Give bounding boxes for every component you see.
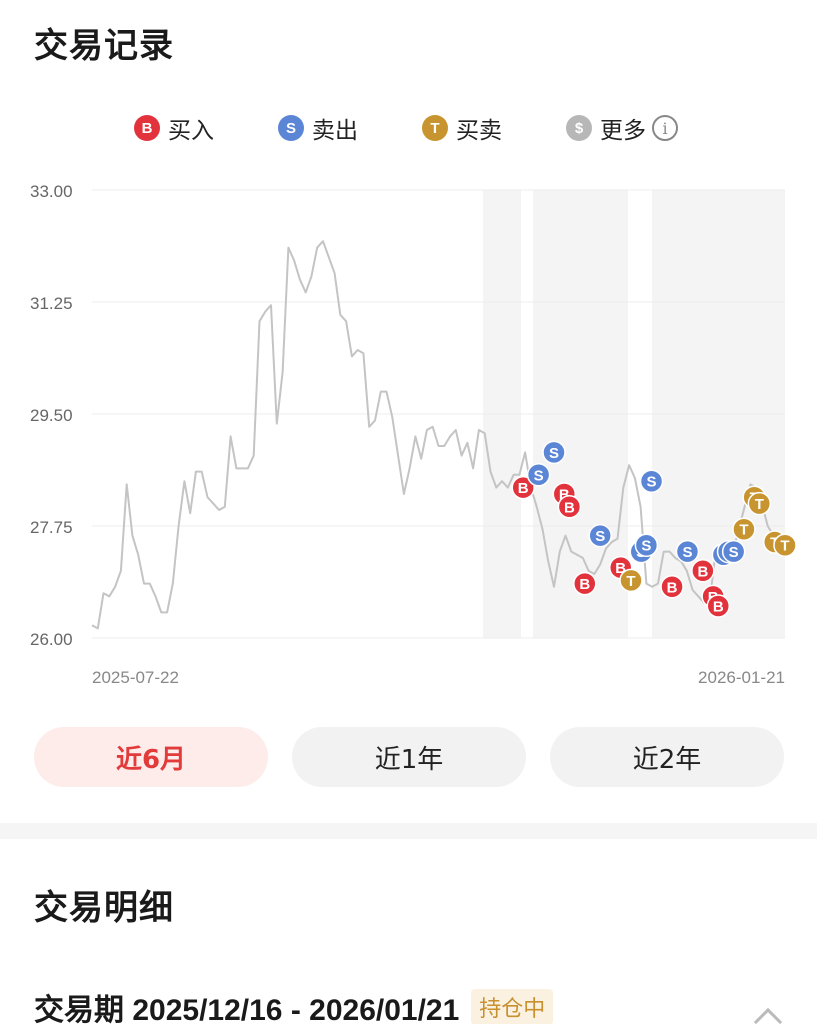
legend-label: 买入 xyxy=(168,118,214,144)
sell-marker-icon: S xyxy=(278,115,304,141)
sell-marker-label: S xyxy=(729,544,739,561)
price-series-line xyxy=(91,240,785,630)
trade-period-row[interactable]: 交易期 2025/12/16 - 2026/01/21 持仓中 xyxy=(34,985,554,1024)
buy-marker-label: B xyxy=(518,480,529,497)
y-tick-label: 31.25 xyxy=(30,294,73,313)
trade-marker xyxy=(773,533,797,557)
status-badge: 持仓中 xyxy=(471,989,554,1024)
buy-marker xyxy=(557,495,582,519)
tab-6-months[interactable]: 近6月 xyxy=(34,727,268,787)
legend-item-trade[interactable]: T 买卖 xyxy=(422,112,502,144)
legend-label: 买卖 xyxy=(456,118,502,144)
sell-marker xyxy=(721,539,746,564)
buy-marker xyxy=(660,575,684,599)
buy-marker-icon: B xyxy=(134,115,160,141)
legend-label: 更多 xyxy=(600,118,646,144)
sell-marker-label: S xyxy=(534,467,544,484)
section-title: 交易明细 xyxy=(34,888,174,928)
sell-marker xyxy=(526,463,551,487)
sell-marker-label: S xyxy=(595,528,605,545)
buy-marker-label: B xyxy=(713,599,724,616)
price-chart[interactable]: 33.00 31.25 29.50 27.75 26.00 2025-07-22 2026-… xyxy=(0,170,817,700)
chart-legend: B 买入 S 卖出 T 买卖 $ 更多 i xyxy=(0,112,817,144)
trade-marker-label: T xyxy=(780,538,789,555)
sell-marker-label: S xyxy=(641,538,651,555)
trade-marker xyxy=(619,568,643,593)
buy-marker-label: B xyxy=(667,579,678,596)
page-title: 交易记录 xyxy=(34,26,174,66)
y-tick-label: 33.00 xyxy=(30,182,73,201)
sell-marker xyxy=(639,469,664,493)
buy-marker xyxy=(691,559,715,583)
buy-marker xyxy=(573,571,597,596)
trade-period-label: 交易期 2025/12/16 - 2026/01/21 xyxy=(34,985,459,1024)
trade-marker-icon: T xyxy=(422,115,448,141)
trade-marker-label: T xyxy=(755,496,764,513)
tab-2-years[interactable]: 近2年 xyxy=(550,727,784,787)
buy-marker-label: B xyxy=(615,560,626,577)
sell-marker xyxy=(542,440,566,465)
trade-marker-label: T xyxy=(739,522,748,539)
sell-marker-label: S xyxy=(549,445,559,462)
trade-marker xyxy=(732,517,756,541)
buy-marker-label: B xyxy=(564,499,575,516)
y-tick-label: 29.50 xyxy=(30,406,73,425)
legend-item-buy[interactable]: B 买入 xyxy=(134,112,214,144)
range-tabs: 近6月 近1年 近2年 xyxy=(34,727,784,787)
section-divider xyxy=(0,823,817,839)
y-tick-label: 27.75 xyxy=(30,518,73,537)
tab-1-year[interactable]: 近1年 xyxy=(292,727,526,787)
legend-label: 卖出 xyxy=(312,118,358,144)
trade-period-range: 2025/12/16 - 2026/01/21 xyxy=(124,994,460,1024)
sell-marker-label: S xyxy=(647,474,657,491)
dollar-icon: $ xyxy=(566,115,592,141)
trade-marker xyxy=(747,491,772,516)
buy-marker-label: B xyxy=(697,563,708,580)
buy-marker-label: B xyxy=(579,576,590,593)
buy-marker xyxy=(706,594,731,618)
sell-marker xyxy=(675,539,700,564)
x-tick-label: 2025-07-22 xyxy=(92,668,179,687)
legend-item-sell[interactable]: S 卖出 xyxy=(278,112,358,144)
sell-marker xyxy=(588,523,612,548)
trade-marker-label: T xyxy=(626,573,635,590)
trade-period-prefix: 交易期 xyxy=(34,993,124,1024)
buy-marker-label: B xyxy=(559,487,570,504)
buy-marker xyxy=(511,475,535,500)
legend-item-more[interactable]: $ 更多 i xyxy=(566,112,678,144)
x-tick-label: 2026-01-21 xyxy=(698,668,785,687)
chevron-up-icon[interactable] xyxy=(753,1007,783,1024)
sell-marker xyxy=(634,533,659,557)
sell-marker-label: S xyxy=(682,544,692,561)
y-tick-label: 26.00 xyxy=(30,630,73,649)
info-icon[interactable]: i xyxy=(652,115,678,141)
